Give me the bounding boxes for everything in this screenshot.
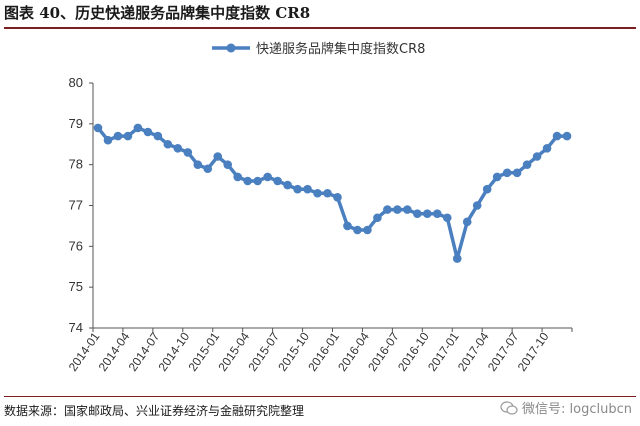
data-point <box>243 176 252 186</box>
watermark: 微信号: logclubcn <box>500 398 632 417</box>
data-point <box>472 201 482 210</box>
data-point <box>183 148 193 157</box>
data-point <box>193 160 203 169</box>
data-point <box>153 131 163 141</box>
data-point <box>492 172 502 182</box>
data-point <box>323 188 332 198</box>
data-point <box>93 123 103 133</box>
data-point <box>442 213 452 223</box>
data-point <box>203 164 213 174</box>
data-point <box>432 209 442 218</box>
data-point <box>113 131 123 141</box>
y-tick-label: 80 <box>69 75 83 90</box>
legend-label: 快递服务品牌集中度指数CR8 <box>256 41 425 57</box>
data-point <box>502 168 512 178</box>
data-point <box>273 176 282 186</box>
data-point <box>263 172 272 182</box>
data-point <box>343 221 352 231</box>
data-point <box>213 152 223 161</box>
data-point <box>532 152 542 161</box>
data-source-note: 数据来源：国家邮政局、兴业证券经济与金融研究院整理 <box>4 396 636 419</box>
data-point <box>542 144 552 153</box>
data-point <box>373 213 382 223</box>
data-point <box>303 184 312 194</box>
data-point <box>283 180 292 190</box>
data-point <box>103 135 113 145</box>
data-point <box>223 160 233 169</box>
data-point <box>293 184 302 194</box>
data-point <box>143 127 153 137</box>
figure-title: 图表 40、历史快递服务品牌集中度指数 CR8 <box>4 2 636 29</box>
data-point <box>452 254 462 263</box>
legend-marker <box>226 43 236 53</box>
data-point <box>163 139 173 149</box>
data-point <box>482 184 492 194</box>
data-point <box>522 160 532 169</box>
data-point <box>552 131 562 141</box>
y-tick-label: 76 <box>69 238 83 253</box>
data-point <box>123 131 133 141</box>
data-point <box>383 205 392 214</box>
data-point <box>403 205 412 214</box>
data-point <box>133 123 143 133</box>
y-tick-label: 78 <box>69 157 83 172</box>
data-point <box>233 172 242 182</box>
data-point <box>363 225 372 235</box>
data-point <box>173 144 183 153</box>
y-tick-label: 79 <box>69 116 83 131</box>
watermark-text: 微信号: logclubcn <box>522 402 632 417</box>
data-point <box>512 168 522 178</box>
x-tick-label: 2017-10 <box>515 329 552 373</box>
data-point <box>253 176 262 186</box>
data-point <box>462 217 472 227</box>
wechat-icon <box>500 400 518 415</box>
data-point <box>393 205 402 214</box>
data-point <box>423 209 432 218</box>
data-point <box>313 188 322 198</box>
y-tick-label: 75 <box>69 279 83 294</box>
data-point <box>333 193 342 202</box>
data-point <box>413 209 422 218</box>
y-tick-label: 77 <box>69 198 83 213</box>
data-point <box>353 225 362 235</box>
data-point <box>562 131 572 141</box>
y-tick-label: 74 <box>69 320 83 335</box>
